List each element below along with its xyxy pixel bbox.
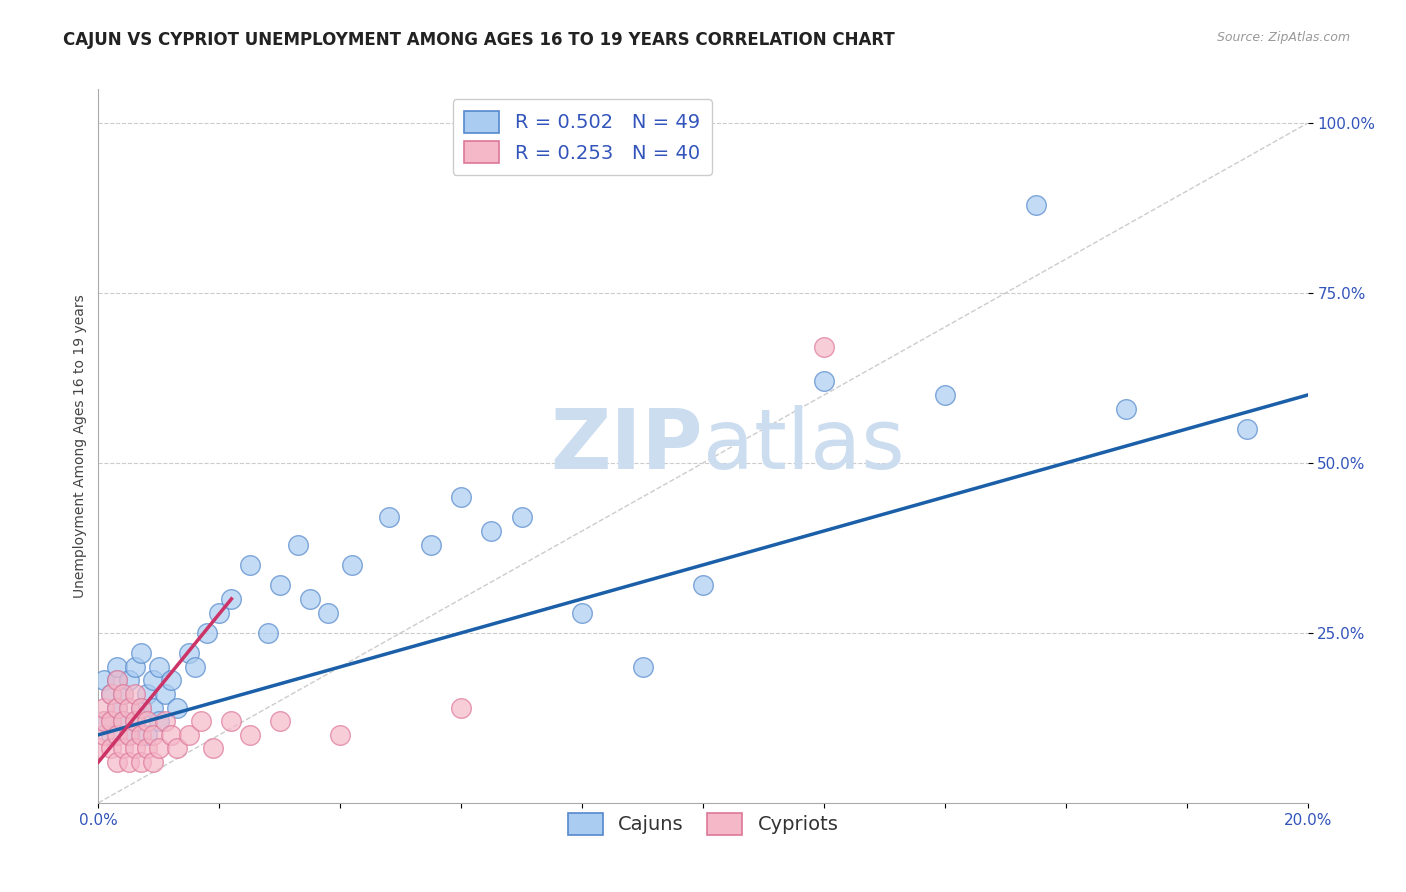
Point [184,660,207,674]
Point [221,714,243,729]
Point [100,714,122,729]
Point [118,755,141,769]
Point [190,714,212,729]
Point [93,714,115,729]
Point [124,687,146,701]
Point [111,741,134,756]
Point [105,728,128,742]
Point [179,728,201,742]
Point [135,687,157,701]
Point [481,524,503,538]
Point [105,660,128,674]
Point [256,626,278,640]
Point [118,673,141,688]
Point [129,728,152,742]
Point [934,388,956,402]
Point [813,341,835,355]
Point [142,728,165,742]
Point [342,558,364,572]
Point [287,537,309,551]
Point [111,687,134,701]
Point [93,700,115,714]
Point [124,714,146,729]
Point [105,673,128,688]
Point [111,687,134,701]
Point [100,728,122,742]
Point [148,741,170,756]
Point [118,728,141,742]
Point [269,714,291,729]
Point [129,700,152,714]
Legend: Cajuns, Cypriots: Cajuns, Cypriots [560,805,846,843]
Point [129,646,152,660]
Point [105,700,128,714]
Point [93,673,115,688]
Point [105,700,128,714]
Text: Source: ZipAtlas.com: Source: ZipAtlas.com [1216,31,1350,45]
Point [166,700,188,714]
Point [111,714,134,729]
Point [510,510,533,524]
Point [450,490,472,504]
Point [148,714,170,729]
Point [129,700,152,714]
Point [692,578,714,592]
Point [299,591,322,606]
Point [1115,401,1137,416]
Point [1236,422,1258,436]
Point [124,714,146,729]
Point [166,741,188,756]
Text: atlas: atlas [703,406,904,486]
Point [195,626,218,640]
Point [111,714,134,729]
Text: ZIP: ZIP [551,406,703,486]
Point [124,660,146,674]
Point [129,755,152,769]
Point [100,687,122,701]
Point [377,510,399,524]
Point [450,700,472,714]
Point [105,755,128,769]
Text: CAJUN VS CYPRIOT UNEMPLOYMENT AMONG AGES 16 TO 19 YEARS CORRELATION CHART: CAJUN VS CYPRIOT UNEMPLOYMENT AMONG AGES… [63,31,896,49]
Point [1024,198,1046,212]
Point [100,687,122,701]
Point [118,700,141,714]
Point [153,714,176,729]
Point [202,741,225,756]
Point [135,741,157,756]
Point [160,673,183,688]
Point [93,714,115,729]
Point [93,728,115,742]
Point [160,728,183,742]
Point [329,728,352,742]
Point [124,741,146,756]
Point [100,741,122,756]
Point [631,660,654,674]
Y-axis label: Unemployment Among Ages 16 to 19 years: Unemployment Among Ages 16 to 19 years [73,294,87,598]
Point [239,558,262,572]
Point [208,606,231,620]
Point [179,646,201,660]
Point [571,606,593,620]
Point [239,728,262,742]
Point [813,375,835,389]
Point [142,755,165,769]
Point [105,673,128,688]
Point [142,673,165,688]
Point [221,591,243,606]
Point [135,714,157,729]
Point [316,606,339,620]
Point [269,578,291,592]
Point [118,728,141,742]
Point [135,728,157,742]
Point [87,741,110,756]
Point [142,700,165,714]
Point [148,660,170,674]
Point [420,537,443,551]
Point [153,687,176,701]
